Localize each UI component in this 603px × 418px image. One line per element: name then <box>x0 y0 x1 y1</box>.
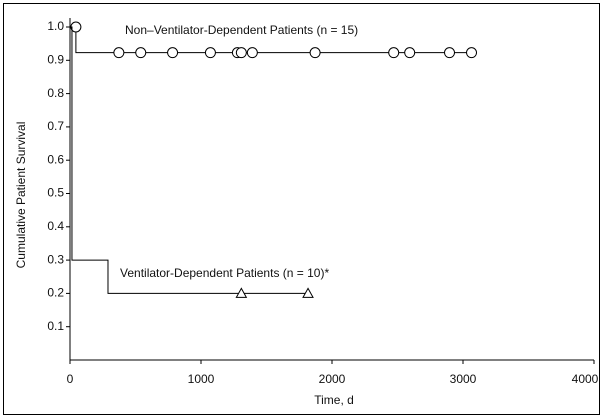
x-tick-label: 0 <box>67 372 74 386</box>
frame <box>3 3 600 415</box>
series-label: Ventilator-Dependent Patients (n = 10)* <box>120 266 329 280</box>
y-tick-label: 0.8 <box>47 86 64 100</box>
censor-marker <box>388 47 400 59</box>
y-tick-label: 0.3 <box>47 252 64 266</box>
censor-marker <box>466 47 478 59</box>
censor-marker <box>444 47 456 59</box>
y-tick-label: 1.0 <box>47 19 64 33</box>
censor-marker <box>204 47 216 59</box>
censor-marker <box>167 47 179 59</box>
censor-marker <box>309 47 321 59</box>
y-tick-label: 0.9 <box>47 52 64 66</box>
y-tick-label: 0.5 <box>47 186 64 200</box>
censor-marker <box>235 287 248 298</box>
censor-marker <box>404 47 416 59</box>
x-tick-label: 1000 <box>188 372 215 386</box>
y-axis-title: Cumulative Patient Survival <box>14 122 28 269</box>
x-tick-label: 3000 <box>450 372 477 386</box>
y-tick-label: 0.1 <box>47 319 64 333</box>
x-tick-label: 4000 <box>572 372 599 386</box>
y-tick-label: 0.2 <box>47 286 64 300</box>
censor-marker <box>246 47 258 59</box>
x-tick-label: 2000 <box>319 372 346 386</box>
censor-marker <box>302 287 314 298</box>
survival-curve <box>70 26 309 294</box>
censor-marker <box>113 47 125 59</box>
y-tick-label: 0.4 <box>47 219 64 233</box>
censor-marker <box>135 47 147 59</box>
y-tick-label: 0.7 <box>47 119 64 133</box>
series-label: Non–Ventilator-Dependent Patients (n = 1… <box>125 23 358 37</box>
censor-marker <box>235 47 247 59</box>
y-tick-label: 0.6 <box>47 152 64 166</box>
x-axis-title: Time, d <box>314 393 354 407</box>
